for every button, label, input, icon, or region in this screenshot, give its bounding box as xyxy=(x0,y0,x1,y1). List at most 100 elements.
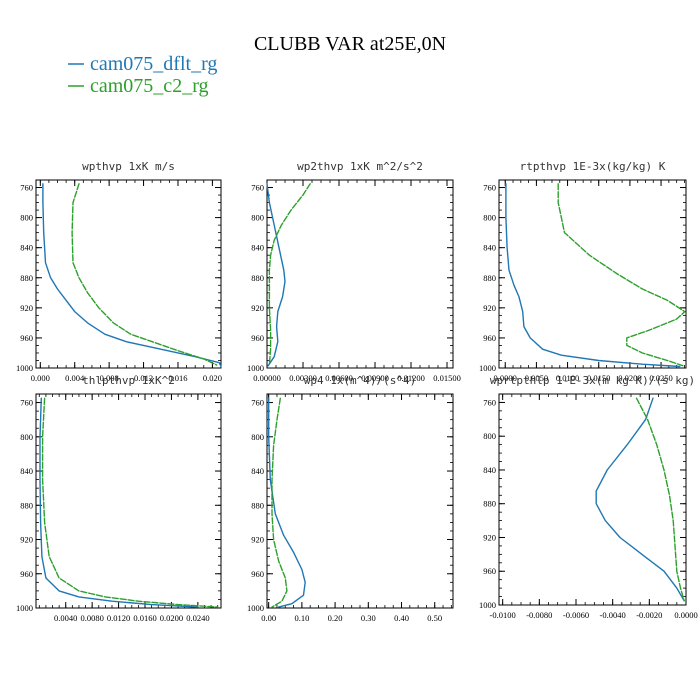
plot-frame xyxy=(266,179,454,369)
y-tick-label: 920 xyxy=(251,535,264,545)
y-tick-label: 960 xyxy=(20,569,33,579)
y-tick-label: 880 xyxy=(20,500,33,510)
x-tick-label: 0.0200 xyxy=(618,373,641,383)
x-tick-label: 0.016 xyxy=(168,373,187,383)
plot-frame xyxy=(35,393,222,609)
y-tick-label: 840 xyxy=(483,243,496,253)
plot-frame xyxy=(498,179,687,369)
x-tick-label: 0.0050 xyxy=(525,373,548,383)
y-tick-label: 760 xyxy=(251,398,264,408)
series-line-cam075_c2_rg xyxy=(271,397,288,608)
y-tick-label: 880 xyxy=(251,500,264,510)
x-tick-label: 0.20 xyxy=(328,613,343,623)
panel-title: wprtpthlp 1-E-3x(m kg K)/(s kg) xyxy=(490,374,695,387)
x-tick-label: 0.0000 xyxy=(494,373,517,383)
x-tick-label: 0.01500 xyxy=(433,373,461,383)
x-tick-label: 0.0250 xyxy=(649,373,672,383)
panel-3: thlpthvp 1xK^2 0.0040 0.0080 0.0120 0.0160 0.… xyxy=(16,374,222,623)
x-tick-label: 0.00 xyxy=(261,613,276,623)
y-tick-label: 760 xyxy=(483,397,496,407)
series-line-cam075_c2_rg xyxy=(557,183,686,367)
series-line-cam075_dflt_rg xyxy=(39,397,199,608)
y-tick-label: 800 xyxy=(20,432,33,442)
x-tick-label: 0.00300 xyxy=(289,373,317,383)
y-tick-label: 800 xyxy=(483,213,496,223)
x-tick-label: 0.0200 xyxy=(160,613,183,623)
series-line-cam075_c2_rg xyxy=(268,183,311,365)
figure-title: CLUBB VAR at25E,0N xyxy=(254,33,446,55)
x-tick-label: 0.020 xyxy=(203,373,222,383)
y-tick-label: 920 xyxy=(251,303,264,313)
y-tick-label: 760 xyxy=(251,183,264,193)
x-tick-label: 0.40 xyxy=(394,613,409,623)
y-tick-label: 1000 xyxy=(479,363,496,373)
y-tick-label: 880 xyxy=(483,273,496,283)
series-line-cam075_c2_rg xyxy=(41,397,219,608)
x-tick-label: 0.0150 xyxy=(587,373,610,383)
x-tick-label: -0.0040 xyxy=(600,610,626,620)
y-tick-label: 1000 xyxy=(247,363,264,373)
series-line-cam075_c2_rg xyxy=(71,183,218,366)
series-line-cam075_dflt_rg xyxy=(42,183,222,368)
x-tick-label: 0.00900 xyxy=(361,373,389,383)
y-tick-label: 840 xyxy=(483,465,496,475)
panel-5: wprtpthlp 1-E-3x(m kg K)/(s kg) -0.0100 -0… xyxy=(479,374,698,620)
legend-entry-1: cam075_c2_rg xyxy=(90,75,209,97)
x-tick-label: 0.008 xyxy=(100,373,119,383)
panels: wpthvp 1xK m/s 0.000 0.004 0.008 0.012 0.016 0… xyxy=(16,160,698,623)
y-tick-label: 960 xyxy=(20,333,33,343)
y-tick-label: 1000 xyxy=(247,603,264,613)
panel-title: wp2thvp 1xK m^2/s^2 xyxy=(297,160,423,173)
y-tick-label: 1000 xyxy=(479,600,496,610)
y-tick-label: 800 xyxy=(251,213,264,223)
x-tick-label: 0.00000 xyxy=(253,373,281,383)
y-tick-label: 840 xyxy=(251,243,264,253)
x-tick-label: 0.0240 xyxy=(186,613,209,623)
x-tick-label: -0.0060 xyxy=(563,610,589,620)
panel-2: rtpthvp 1E-3x(kg/kg) K 0.0000 0.0050 0.0100… xyxy=(479,160,687,383)
y-tick-label: 800 xyxy=(251,432,264,442)
x-tick-label: 0.0120 xyxy=(107,613,130,623)
x-tick-label: -0.0080 xyxy=(526,610,552,620)
series-line-cam075_dflt_rg xyxy=(268,397,306,608)
x-tick-label: 0.10 xyxy=(294,613,309,623)
y-tick-label: 960 xyxy=(483,333,496,343)
x-tick-label: 0.0100 xyxy=(556,373,579,383)
y-tick-label: 880 xyxy=(251,273,264,283)
series-line-cam075_c2_rg xyxy=(635,397,685,602)
x-tick-label: 0.004 xyxy=(65,373,85,383)
x-tick-label: 0.0080 xyxy=(80,613,103,623)
panel-title: rtpthvp 1E-3x(kg/kg) K xyxy=(520,160,666,173)
y-tick-label: 840 xyxy=(251,466,264,476)
y-tick-label: 920 xyxy=(20,303,33,313)
y-tick-label: 1000 xyxy=(16,603,33,613)
y-tick-label: 960 xyxy=(251,333,264,343)
y-tick-label: 760 xyxy=(20,183,33,193)
y-tick-label: 800 xyxy=(20,213,33,223)
y-tick-label: 840 xyxy=(20,466,33,476)
x-tick-label: 0.0040 xyxy=(54,613,77,623)
x-tick-label: 0.00600 xyxy=(325,373,353,383)
series-line-cam075_dflt_rg xyxy=(505,183,681,368)
y-tick-label: 1000 xyxy=(16,363,33,373)
panel-title: thlpthvp 1xK^2 xyxy=(82,374,175,387)
y-tick-label: 920 xyxy=(20,535,33,545)
y-tick-label: 840 xyxy=(20,243,33,253)
x-tick-label: -0.0020 xyxy=(636,610,662,620)
y-tick-label: 880 xyxy=(483,499,496,509)
plot-frame xyxy=(498,393,687,606)
panel-title: wp4 1x(m^4)/(s^4) xyxy=(304,374,417,387)
legend-entry-0: cam075_dflt_rg xyxy=(90,53,217,75)
panel-0: wpthvp 1xK m/s 0.000 0.004 0.008 0.012 0.016 0… xyxy=(16,160,222,383)
x-tick-label: 0.0000 xyxy=(674,610,697,620)
series-line-cam075_dflt_rg xyxy=(266,183,286,367)
x-tick-label: -0.0100 xyxy=(490,610,516,620)
x-tick-label: 0.30 xyxy=(361,613,376,623)
x-tick-label: 0.000 xyxy=(31,373,50,383)
panel-title: wpthvp 1xK m/s xyxy=(82,160,175,173)
x-tick-label: 0.50 xyxy=(427,613,442,623)
x-tick-label: 0.01200 xyxy=(397,373,425,383)
x-tick-label: 0.012 xyxy=(134,373,153,383)
